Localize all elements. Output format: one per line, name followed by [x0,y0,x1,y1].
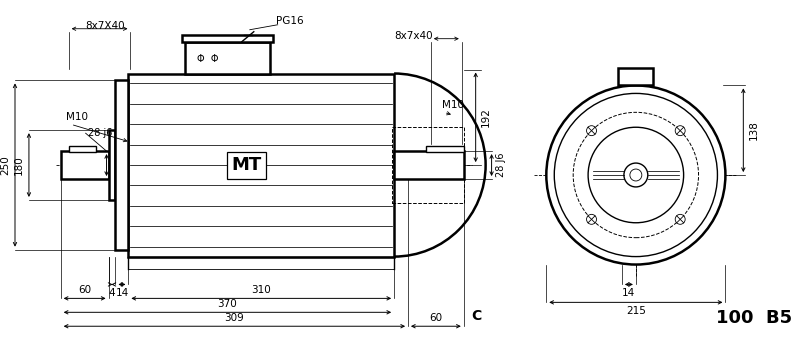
Text: 215: 215 [626,306,646,316]
Circle shape [586,214,597,224]
Bar [109,130,115,200]
Text: C: C [472,309,482,323]
Text: 28 j6: 28 j6 [88,128,112,138]
Text: MT: MT [231,156,262,174]
Text: 60: 60 [430,313,442,323]
Bar [185,42,270,74]
Text: 310: 310 [251,285,271,295]
Text: PG16: PG16 [276,16,303,26]
Text: 138: 138 [750,120,759,140]
Bar [115,80,129,250]
Bar [61,151,109,179]
Bar [69,146,95,152]
Circle shape [624,163,648,187]
Circle shape [586,126,597,136]
Bar [394,151,464,179]
Text: 14: 14 [115,288,129,299]
Text: 309: 309 [225,313,244,323]
Bar [392,127,464,203]
Text: 192: 192 [481,107,490,127]
Circle shape [675,214,685,224]
Text: 180: 180 [14,155,24,175]
Text: M10: M10 [66,112,88,122]
Text: 250: 250 [0,155,10,175]
Text: M10: M10 [442,100,464,110]
Bar [182,35,273,42]
Circle shape [675,126,685,136]
Text: 8x7X40: 8x7X40 [86,21,126,31]
Bar [618,68,654,85]
Bar [129,74,394,257]
Text: 60: 60 [78,285,91,295]
Bar [426,146,464,152]
Text: Φ  Φ: Φ Φ [198,54,218,64]
Text: 370: 370 [218,299,238,309]
Circle shape [588,127,684,223]
Text: 28 J6: 28 J6 [495,153,506,177]
Text: 4: 4 [109,288,115,299]
Text: 100  B5: 100 B5 [716,309,792,327]
Circle shape [546,85,726,265]
Text: 14: 14 [622,288,635,299]
Circle shape [630,169,642,181]
Text: 8x7x40: 8x7x40 [394,31,434,41]
